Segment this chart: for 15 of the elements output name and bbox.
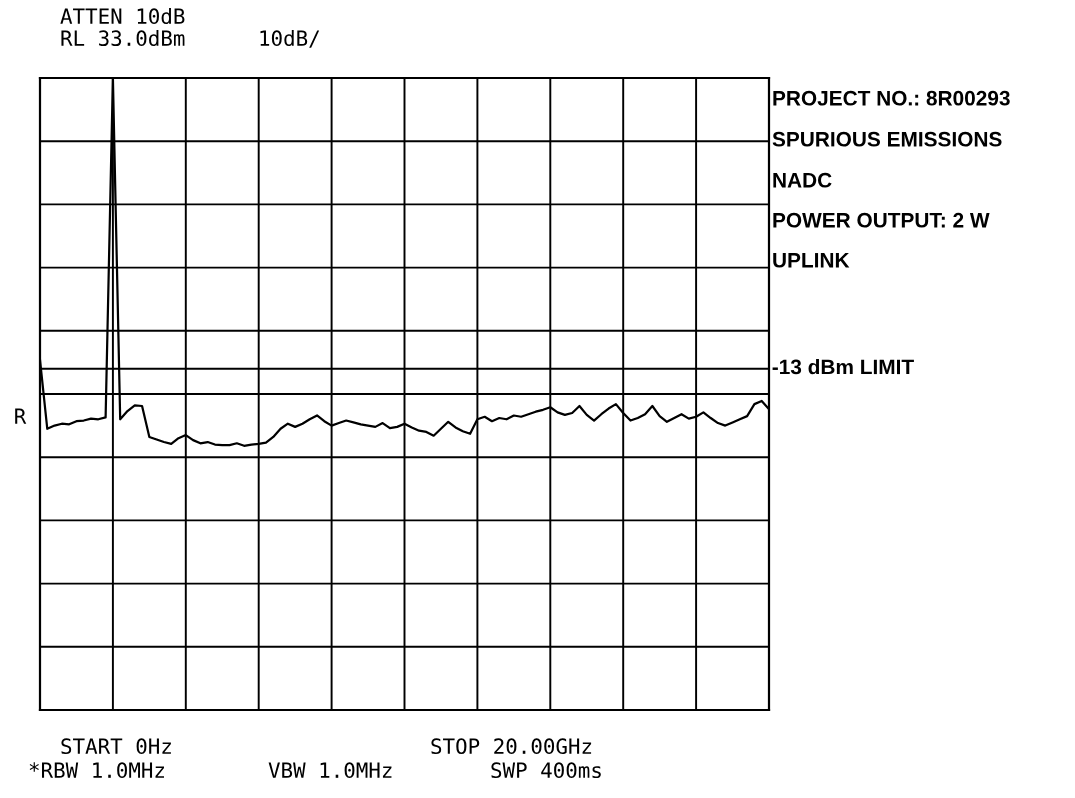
text: NADC bbox=[773, 172, 832, 188]
text: 10dB/ bbox=[260, 29, 320, 48]
text: ATTEN 10dB bbox=[60, 7, 185, 25]
text: SPURIOUS EMISSIONS bbox=[772, 131, 1002, 147]
text: RL 33.0dBm bbox=[61, 29, 185, 47]
text: STOP 20.00GHz bbox=[431, 738, 592, 755]
text: START 0Hz bbox=[61, 738, 171, 755]
ref-line-label: -13 dBm LIMIT bbox=[772, 359, 914, 375]
text: *RBW 1.0MHz bbox=[29, 762, 165, 779]
text: UPLINK bbox=[773, 253, 850, 268]
text: SWP 400ms bbox=[491, 762, 601, 779]
text: R bbox=[15, 408, 27, 424]
text: VBW 1.0MHz bbox=[268, 762, 392, 779]
text: POWER OUTPUT: 2 W bbox=[773, 212, 990, 228]
text: PROJECT NO.: 8R00293 bbox=[773, 90, 1010, 106]
